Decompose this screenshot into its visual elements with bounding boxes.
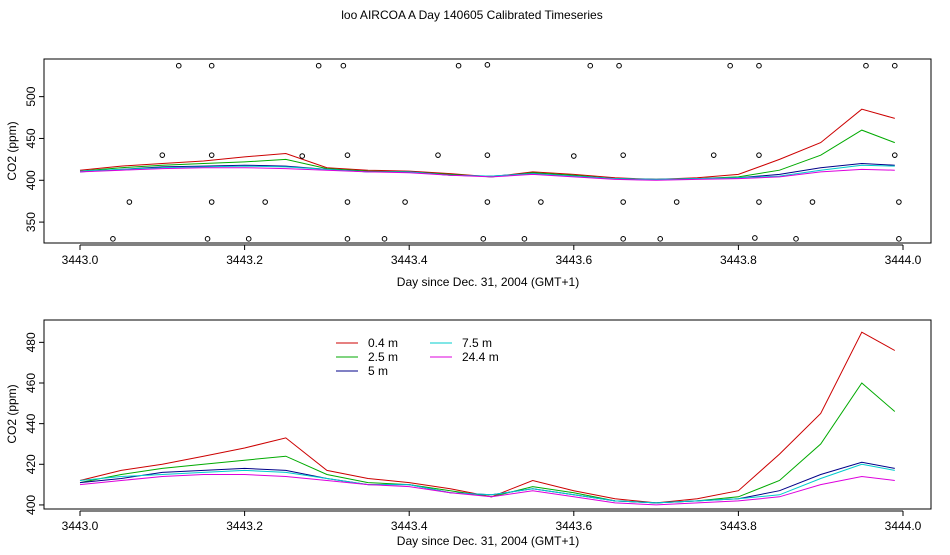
series-line-0-4-m	[79, 108, 895, 180]
data-point-marker	[756, 62, 762, 69]
bottom-x-axis-label: Day since Dec. 31, 2004 (GMT+1)	[397, 534, 579, 548]
data-point-marker	[110, 236, 116, 242]
y-tick-label: 400	[24, 170, 38, 190]
data-point-marker	[484, 152, 491, 158]
data-point-marker	[484, 199, 491, 205]
top-panel: Day since Dec. 31, 2004 (GMT+1) CO2 (ppm…	[5, 58, 932, 289]
data-point-marker	[727, 62, 733, 69]
series-line-2-5-m	[79, 382, 896, 504]
legend: 0.4 m2.5 m5 m 7.5 m24.4 m	[336, 336, 499, 378]
data-point-marker	[620, 236, 626, 242]
y-tick-label: 480	[24, 332, 38, 352]
data-point-marker	[620, 199, 626, 205]
data-point-marker	[710, 152, 717, 158]
data-point-marker	[208, 62, 215, 69]
y-tick-label: 400	[24, 495, 38, 515]
data-point-marker	[752, 235, 758, 241]
data-point-marker	[381, 236, 388, 242]
x-tick-label: 3443.8	[720, 519, 757, 533]
top-y-axis-label: CO2 (ppm)	[5, 121, 19, 180]
data-point-marker	[480, 236, 487, 242]
data-point-marker	[344, 236, 351, 242]
y-tick-label: 350	[24, 212, 38, 232]
series-line-24-4-m	[79, 474, 895, 506]
data-point-marker	[891, 62, 898, 69]
data-point-marker	[756, 199, 762, 205]
x-tick-label: 3443.4	[391, 253, 428, 267]
figure-title: loo AIRCOA A Day 140605 Calibrated Times…	[341, 8, 602, 22]
data-point-marker	[896, 199, 902, 205]
data-point-marker	[175, 62, 182, 69]
data-point-marker	[538, 199, 544, 205]
data-point-marker	[344, 152, 351, 158]
data-point-marker	[435, 152, 441, 158]
data-point-marker	[891, 152, 898, 158]
data-point-marker	[793, 236, 799, 242]
y-tick-label: 450	[24, 128, 38, 148]
data-point-marker	[620, 152, 626, 158]
data-point-marker	[208, 152, 215, 158]
y-tick-label: 500	[24, 86, 38, 106]
y-tick-label: 460	[24, 373, 38, 393]
x-tick-label: 3443.2	[226, 519, 263, 533]
series-line-7-5-m	[79, 463, 895, 504]
x-tick-label: 3443.0	[62, 253, 99, 267]
data-point-marker	[299, 153, 306, 159]
data-point-marker	[208, 199, 215, 205]
data-point-marker	[521, 236, 528, 242]
data-point-marker	[245, 236, 252, 242]
data-point-marker	[126, 199, 133, 205]
x-tick-label: 3443.0	[62, 519, 99, 533]
x-tick-label: 3443.6	[555, 519, 592, 533]
x-tick-label: 3443.6	[555, 253, 592, 267]
legend-label: 5 m	[368, 364, 388, 378]
legend-label: 2.5 m	[368, 350, 398, 364]
bottom-panel: Day since Dec. 31, 2004 (GMT+1) CO2 (ppm…	[5, 319, 932, 548]
top-x-axis-label: Day since Dec. 31, 2004 (GMT+1)	[397, 275, 579, 289]
legend-label: 0.4 m	[368, 336, 398, 350]
data-point-marker	[657, 236, 664, 242]
data-point-marker	[896, 236, 902, 242]
data-point-marker	[809, 199, 816, 205]
data-point-marker	[204, 236, 211, 242]
top-plot-frame	[43, 58, 932, 244]
x-tick-label: 3444.0	[885, 519, 922, 533]
bottom-y-axis-label: CO2 (ppm)	[5, 384, 19, 443]
x-tick-label: 3444.0	[885, 253, 922, 267]
data-point-marker	[616, 62, 622, 69]
data-point-marker	[455, 62, 462, 69]
data-point-marker	[484, 62, 491, 68]
data-point-marker	[340, 62, 347, 69]
data-point-marker	[344, 199, 351, 205]
data-point-marker	[402, 199, 408, 205]
data-point-marker	[315, 62, 322, 69]
data-point-marker	[863, 62, 869, 69]
data-point-marker	[262, 199, 268, 205]
legend-label: 24.4 m	[462, 350, 499, 364]
y-tick-label: 440	[24, 413, 38, 433]
series-line-7-5-m	[79, 164, 895, 180]
x-tick-label: 3443.8	[720, 253, 757, 267]
series-line-2-5-m	[79, 129, 895, 180]
legend-label: 7.5 m	[462, 336, 492, 350]
x-tick-label: 3443.2	[226, 253, 263, 267]
series-line-24-4-m	[79, 167, 895, 181]
data-point-marker	[673, 199, 680, 205]
data-point-marker	[571, 153, 577, 159]
y-tick-label: 420	[24, 454, 38, 474]
x-tick-label: 3443.4	[391, 519, 428, 533]
data-point-marker	[587, 62, 594, 69]
data-point-marker	[756, 152, 762, 158]
data-point-marker	[159, 152, 166, 158]
